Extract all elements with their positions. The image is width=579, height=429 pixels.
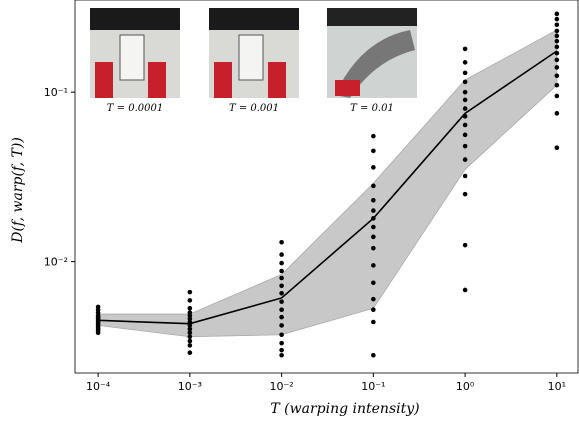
scatter-point	[462, 106, 468, 111]
scatter-point	[462, 191, 468, 197]
plot-frame	[74, 0, 579, 374]
inset-caption: T = 0.01	[350, 103, 394, 114]
scatter-point	[371, 296, 376, 302]
scatter-point	[187, 338, 193, 344]
scatter-point	[554, 33, 560, 39]
scatter-point	[187, 343, 193, 348]
scatter-point	[371, 280, 376, 286]
scatter-point	[279, 283, 284, 289]
inset-image	[327, 8, 417, 98]
scatter-point	[554, 73, 560, 79]
scatter-point	[187, 289, 193, 295]
scatter-point	[554, 11, 560, 17]
x-tick-label: 10⁻¹	[361, 380, 385, 393]
scatter-point	[95, 304, 101, 310]
scatter-point	[279, 352, 284, 358]
scatter-point	[462, 287, 468, 293]
scatter-point	[462, 122, 468, 128]
scatter-point	[371, 133, 376, 139]
scatter-point	[279, 239, 284, 245]
scatter-point	[279, 340, 284, 346]
scatter-point	[371, 148, 376, 154]
scatter-point	[187, 310, 193, 315]
scatter-point	[462, 157, 468, 162]
y-axis-label: D(f, warp(f, T))	[10, 137, 26, 244]
inset-image	[209, 8, 299, 98]
scatter-point	[279, 332, 284, 338]
scatter-point	[187, 326, 193, 332]
scatter-point	[462, 143, 468, 149]
mean-line	[98, 50, 558, 325]
scatter-point	[554, 57, 560, 63]
scatter-point	[279, 299, 284, 304]
inset-caption: T = 0.0001	[107, 103, 163, 114]
scatter-point	[371, 183, 376, 189]
scatter-point	[371, 198, 376, 203]
scatter-point	[279, 307, 284, 313]
scatter-point	[371, 216, 376, 221]
scatter-point	[279, 260, 284, 266]
scatter-point	[371, 307, 376, 313]
scatter-point	[187, 323, 193, 328]
scatter-point	[187, 319, 193, 325]
scatter-point	[554, 28, 560, 34]
inset-caption: T = 0.001	[229, 103, 279, 114]
scatter-point	[371, 234, 376, 240]
x-tick-label: 10⁰	[456, 380, 475, 393]
scatter-point	[554, 22, 560, 28]
y-tick-label: 10⁻¹	[44, 86, 68, 99]
x-axis-label: T (warping intensity)	[270, 401, 419, 417]
scatter-point	[371, 319, 376, 325]
scatter-point	[371, 208, 376, 213]
scatter-point	[279, 275, 284, 281]
scatter-point	[371, 352, 376, 358]
x-tick-label: 10⁻²	[269, 380, 293, 393]
scatter-point	[554, 82, 560, 88]
scatter-point	[554, 145, 560, 151]
scatter-point	[279, 314, 284, 320]
scatter-point	[187, 330, 193, 336]
scatter-point	[279, 268, 284, 274]
y-tick-label: 10⁻²	[44, 256, 68, 269]
scatter-point	[187, 306, 193, 311]
scatter-point	[462, 114, 468, 119]
scatter-point	[554, 65, 560, 70]
scatter-point	[554, 93, 560, 99]
scatter-point	[554, 16, 560, 22]
scatter-point	[462, 60, 468, 65]
scatter-point	[462, 132, 468, 138]
scatter-point	[462, 46, 468, 52]
x-tick-label: 10⁻³	[178, 380, 202, 393]
scatter-point	[187, 298, 193, 303]
scatter-point	[187, 334, 193, 340]
inset-images	[90, 8, 417, 98]
scatter-point	[462, 242, 468, 248]
scatter-point	[554, 111, 560, 116]
scatter-point	[279, 290, 284, 296]
scatter-point	[371, 245, 376, 251]
scatter-point	[462, 70, 468, 76]
scatter-point	[371, 165, 376, 170]
plot-area	[95, 11, 560, 358]
scatter-point	[462, 97, 468, 103]
scatter-point	[279, 252, 284, 257]
inset-image	[90, 8, 180, 98]
scatter-point	[371, 263, 376, 268]
scatter-point	[554, 38, 560, 44]
scatter-point	[462, 89, 468, 95]
scatter-point	[187, 350, 193, 355]
scatter-point	[462, 79, 468, 85]
x-tick-label: 10⁻⁴	[86, 380, 111, 393]
scatter-point	[279, 347, 284, 353]
scatter-point	[554, 50, 560, 56]
scatter-point	[462, 173, 468, 179]
scatter-point	[279, 323, 284, 328]
x-tick-label: 10¹	[548, 380, 566, 393]
scatter-point	[554, 44, 560, 50]
scatter-point	[371, 224, 376, 230]
